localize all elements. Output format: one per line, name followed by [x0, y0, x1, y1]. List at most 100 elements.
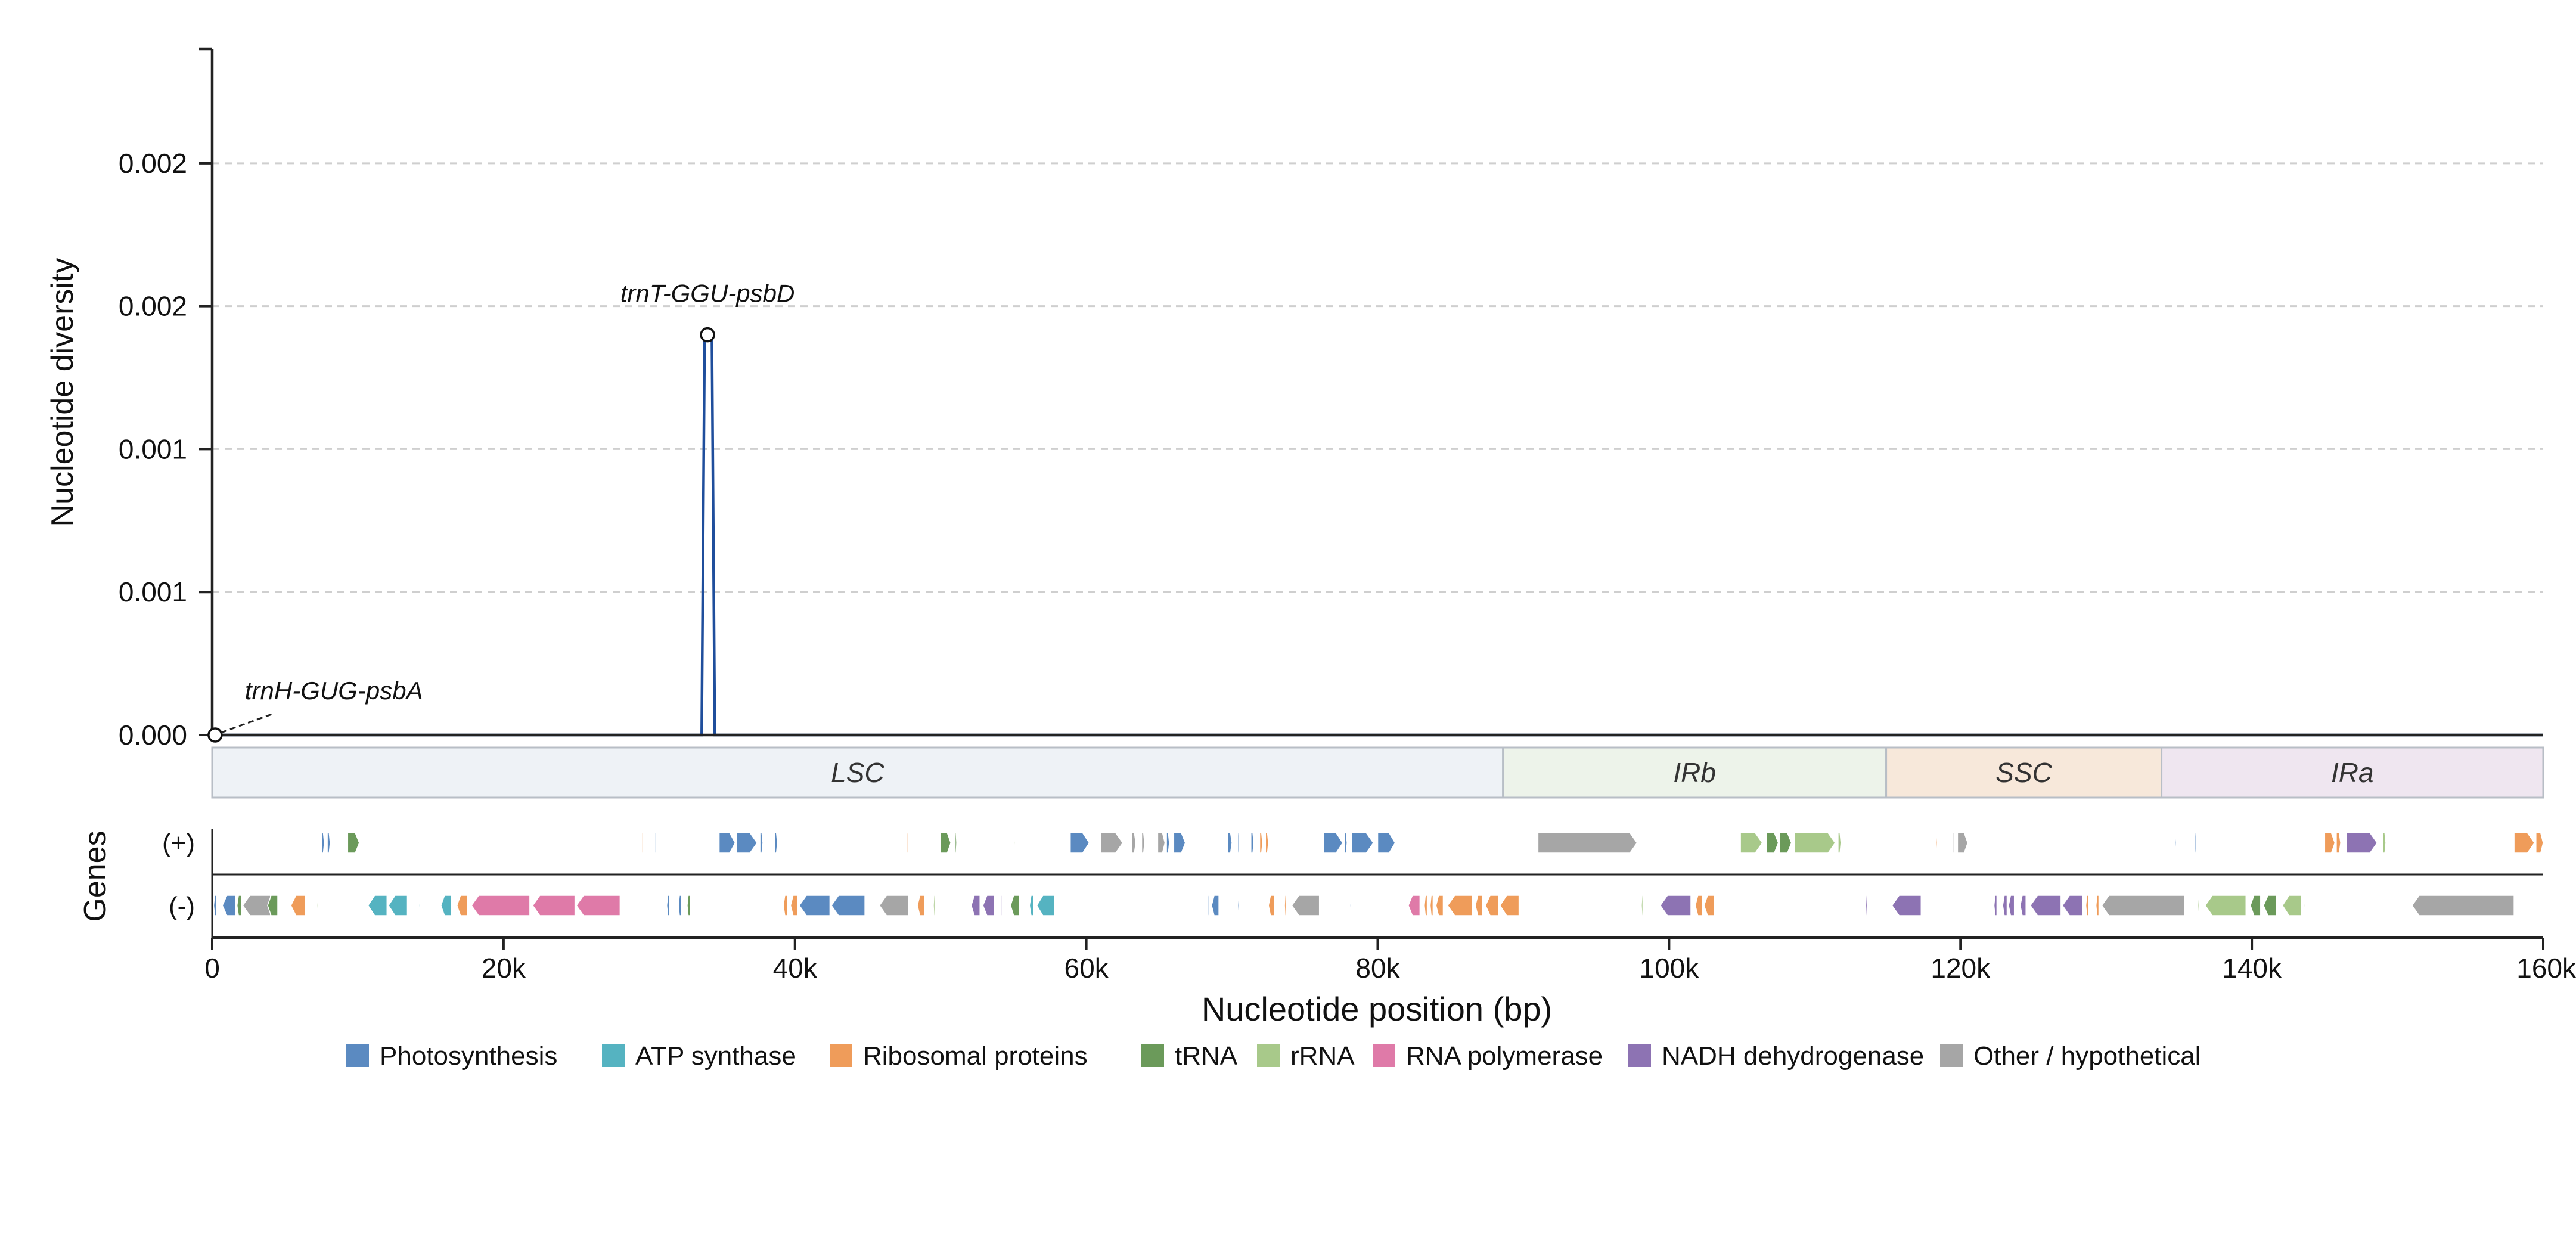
- gene-arrow: [1447, 895, 1473, 916]
- gene-arrow: [440, 895, 452, 916]
- gene-arrow: [2262, 895, 2277, 916]
- gene-arrow: [917, 895, 926, 916]
- gene-arrow: [2324, 832, 2336, 854]
- legend-label: RNA polymerase: [1406, 1041, 1603, 1071]
- gene-arrow: [2095, 895, 2100, 916]
- gene-arrow: [1000, 895, 1003, 916]
- gene-arrow: [1291, 895, 1320, 916]
- legend-swatch: [1373, 1044, 1395, 1067]
- gene-arrow: [954, 832, 957, 854]
- x-tick-label: 20k: [482, 953, 526, 984]
- gene-arrow: [2336, 832, 2341, 854]
- gene-arrow: [2174, 832, 2177, 854]
- legend-item: Ribosomal proteins: [830, 1041, 1088, 1071]
- gene-arrow: [2195, 832, 2198, 854]
- diversity-plot: [212, 333, 2543, 737]
- y-tick-label: 0.001: [119, 576, 187, 607]
- gene-arrow: [1069, 832, 1090, 854]
- gene-arrow: [367, 895, 388, 916]
- gene-arrow: [2513, 832, 2535, 854]
- gene-arrow: [1475, 895, 1483, 916]
- gene-arrow: [1407, 895, 1421, 916]
- gene-arrow: [2019, 895, 2026, 916]
- diversity-line: [212, 333, 2543, 737]
- region-box: [1885, 746, 2163, 799]
- x-tick-label: 0: [204, 953, 220, 984]
- y-tick-label: 0.002: [119, 291, 187, 322]
- region-box: [2161, 746, 2544, 799]
- gene-arrow: [790, 895, 799, 916]
- gene-arrow: [641, 832, 644, 854]
- legend-item: rRNA: [1257, 1041, 1355, 1071]
- gene-arrow: [1351, 832, 1374, 854]
- gene-arrow: [736, 832, 758, 854]
- gene-arrow: [774, 832, 778, 854]
- gene-arrow: [2197, 895, 2200, 916]
- region-label: IRa: [2331, 757, 2374, 788]
- gene-arrow: [2029, 895, 2062, 916]
- y-tick-label: 0.002: [119, 148, 187, 179]
- legend-swatch: [830, 1044, 852, 1067]
- gene-arrow: [532, 895, 576, 916]
- region-label: IRb: [1673, 757, 1716, 788]
- gene-arrow: [1100, 832, 1123, 854]
- gene-arrow: [1141, 832, 1146, 854]
- gene-arrow: [1227, 832, 1233, 854]
- gene-arrow: [1206, 895, 1209, 916]
- gene-arrow: [1703, 895, 1715, 916]
- gene-arrow: [1029, 895, 1035, 916]
- legend-swatch: [1141, 1044, 1164, 1067]
- gene-arrow: [1423, 895, 1428, 916]
- gene-arrow: [1993, 895, 1998, 916]
- gene-arrow: [2346, 832, 2378, 854]
- gene-arrow: [2085, 895, 2090, 916]
- region-box: [211, 746, 1504, 799]
- x-tick-label: 80k: [1355, 953, 1400, 984]
- gene-arrow: [830, 895, 865, 916]
- gene-arrow: [387, 895, 408, 916]
- gene-arrow: [1157, 832, 1166, 854]
- region-bar: LSC IRb SSC IRa: [211, 746, 2544, 799]
- gene-arrow: [1284, 895, 1287, 916]
- annotations: trnT-GGU-psbD trnH-GUG-psbA: [207, 280, 795, 743]
- gene-track: [211, 829, 2544, 939]
- gene-arrow: [1237, 832, 1240, 854]
- peak-annotation-label: trnT-GGU-psbD: [620, 280, 795, 308]
- legend-item: Other / hypothetical: [1940, 1041, 2201, 1071]
- strand-plus-label: (+): [162, 829, 195, 858]
- gene-arrow: [1435, 895, 1444, 916]
- gene-arrow: [1268, 895, 1275, 916]
- gene-arrow: [1537, 832, 1638, 854]
- legend-item: ATP synthase: [602, 1041, 796, 1071]
- x-tick-label: 60k: [1064, 953, 1109, 984]
- gene-arrow: [1265, 832, 1269, 854]
- peak-marker: [207, 727, 223, 743]
- gene-arrow: [1740, 832, 1763, 854]
- gene-arrow: [970, 895, 980, 916]
- gene-arrow: [1010, 895, 1020, 916]
- gene-arrow: [1957, 832, 1969, 854]
- gene-arrow: [2204, 895, 2247, 916]
- legend-swatch: [1257, 1044, 1280, 1067]
- x-tick-label: 160k: [2516, 953, 2576, 984]
- gene-arrow: [267, 895, 278, 916]
- gene-arrow: [1793, 832, 1836, 854]
- gene-arrow: [456, 895, 468, 916]
- gene-arrow: [290, 895, 306, 916]
- gene-arrow: [799, 895, 831, 916]
- gene-arrow: [1211, 895, 1219, 916]
- gene-arrow: [654, 832, 657, 854]
- gene-arrow: [1013, 832, 1016, 854]
- gene-arrow: [2008, 895, 2015, 916]
- gene-arrow: [933, 895, 936, 916]
- gene-arrow: [907, 832, 910, 854]
- gene-arrow: [1429, 895, 1434, 916]
- legend-label: tRNA: [1175, 1041, 1238, 1071]
- legend-label: Photosynthesis: [380, 1041, 557, 1071]
- gene-arrow: [2535, 832, 2544, 854]
- x-tick-label: 120k: [1931, 953, 1991, 984]
- gene-arrow: [1250, 832, 1255, 854]
- gene-arrow: [347, 832, 360, 854]
- y-ticks: 0.000 0.001 0.001 0.002 0.002: [119, 148, 212, 751]
